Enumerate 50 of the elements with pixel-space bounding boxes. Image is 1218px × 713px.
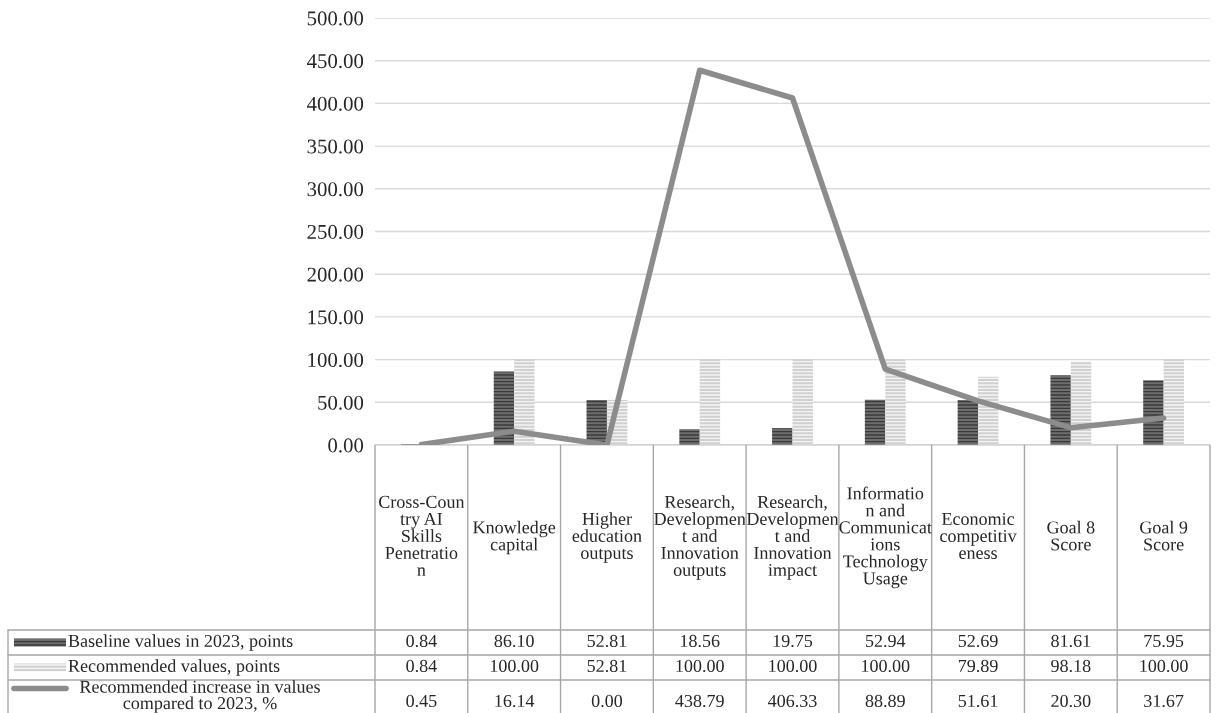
- x-tick-label: Knowledge capital: [473, 520, 556, 555]
- data-label: 100.00: [1140, 659, 1188, 673]
- x-tick-label: Economic competitiveness: [940, 512, 1017, 560]
- x-tick-label: Higher education outputs: [572, 512, 642, 563]
- data-label: 75.95: [1144, 634, 1184, 648]
- y-tick-label: 500.00: [307, 11, 364, 26]
- y-tick-label: 100.00: [308, 352, 364, 368]
- data-label: 100.00: [769, 659, 817, 673]
- data-label: 438.79: [675, 694, 724, 708]
- x-tick-label: Research, Development and Innovation impact: [746, 495, 839, 580]
- data-label: 406.33: [768, 694, 817, 708]
- y-tick-label: 350.00: [307, 139, 364, 154]
- data-label: 79.89: [958, 659, 998, 673]
- data-label: 20.30: [1051, 694, 1091, 708]
- data-label: 52.94: [866, 634, 906, 648]
- x-tick-label: Information and Communications Technology Usage: [839, 486, 932, 589]
- y-tick-label: 50.00: [318, 395, 364, 410]
- data-label: 18.56: [681, 634, 720, 648]
- x-tick-label: Cross-Country AI Skills Penetration: [378, 495, 465, 576]
- data-label: 52.69: [958, 634, 998, 648]
- y-tick-label: 0.00: [328, 438, 364, 453]
- data-label: 16.14: [495, 694, 535, 708]
- y-tick-label: 450.00: [307, 54, 364, 69]
- data-label: 52.81: [587, 634, 627, 648]
- legend-label: Recommended values, points: [68, 659, 280, 676]
- data-label: 88.89: [865, 694, 905, 708]
- data-label: 100.00: [862, 659, 910, 673]
- y-tick-label: 250.00: [307, 224, 364, 240]
- y-tick-label: 150.00: [308, 310, 364, 325]
- y-tick-label: 400.00: [307, 96, 364, 111]
- data-label: 100.00: [676, 659, 724, 673]
- legend-label: Baseline values in 2023, points: [68, 634, 293, 651]
- data-label: 51.61: [958, 694, 998, 708]
- x-tick-label: Goal 8 Score: [1047, 520, 1095, 551]
- data-label: 31.67: [1144, 694, 1184, 708]
- data-label: 52.81: [587, 659, 627, 673]
- data-label: 98.18: [1051, 659, 1091, 673]
- data-label: 0.84: [406, 634, 437, 648]
- data-label: 86.10: [494, 634, 534, 648]
- data-label: 100.00: [490, 659, 539, 673]
- x-tick-label: Research, Development and Innovation outputs: [654, 495, 746, 580]
- data-label: 19.75: [773, 634, 813, 648]
- data-label: 81.61: [1051, 634, 1091, 648]
- y-tick-label: 200.00: [307, 267, 364, 282]
- data-label: 0.00: [591, 694, 623, 708]
- data-label: 0.84: [406, 659, 437, 673]
- legend-label: Recommended increase in values compared to 2023, %: [79, 680, 320, 713]
- x-tick-label: Goal 9 Score: [1140, 520, 1188, 551]
- data-label: 0.45: [406, 694, 437, 708]
- y-tick-label: 300.00: [307, 182, 364, 197]
